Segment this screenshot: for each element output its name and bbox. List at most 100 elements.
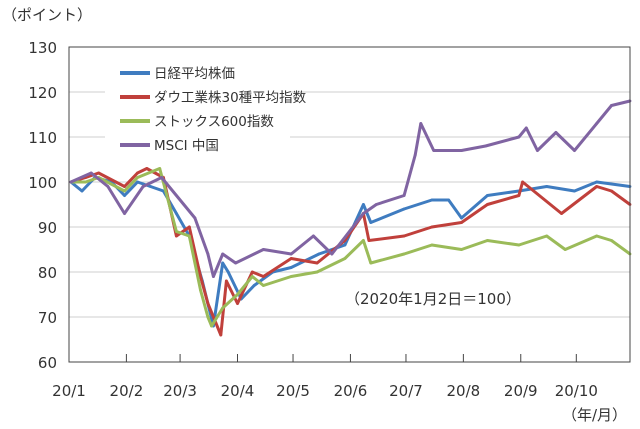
data-point <box>123 185 126 188</box>
x-tick-label: 20/9 <box>504 382 538 400</box>
data-point <box>234 261 238 265</box>
data-point <box>174 212 178 215</box>
data-point <box>158 167 162 170</box>
data-point <box>517 135 521 139</box>
data-point <box>289 252 293 256</box>
data-point <box>460 221 463 224</box>
data-point <box>206 315 210 319</box>
data-point <box>374 203 378 206</box>
data-point <box>595 234 599 238</box>
annotation: （2020年1月2日＝100） <box>345 290 521 308</box>
data-point <box>210 324 213 328</box>
data-point <box>289 257 293 260</box>
y-tick-label: 60 <box>38 354 57 372</box>
series-line-3 <box>70 99 631 278</box>
data-point <box>545 234 549 238</box>
y-tick-label: 110 <box>28 129 57 147</box>
data-point <box>123 194 126 197</box>
data-point <box>141 185 145 188</box>
legend-label: MSCI 中国 <box>154 138 219 154</box>
x-tick-label: 20/3 <box>163 382 197 400</box>
data-point <box>89 171 93 175</box>
data-point <box>419 122 423 125</box>
x-tick-label: 20/10 <box>555 382 598 400</box>
data-point <box>193 216 197 220</box>
data-point <box>250 275 254 278</box>
data-point <box>610 104 613 107</box>
legend-label: ダウ工業株30種平均指数 <box>154 90 307 106</box>
data-point <box>149 185 152 188</box>
data-point <box>315 270 319 274</box>
data-point <box>262 275 265 278</box>
data-point <box>524 126 528 130</box>
data-point <box>160 176 163 179</box>
data-point <box>484 144 487 148</box>
data-point <box>84 180 88 184</box>
x-tick-label: 20/6 <box>334 382 368 400</box>
data-point <box>447 198 450 202</box>
x-tick-label: 20/1 <box>52 382 86 400</box>
data-point <box>199 288 202 292</box>
data-point <box>236 302 239 305</box>
data-point <box>563 248 567 251</box>
data-point <box>317 252 321 256</box>
data-point <box>545 185 549 188</box>
data-point <box>430 225 434 229</box>
y-tick-label: 90 <box>38 219 57 237</box>
data-point <box>486 194 489 197</box>
data-point <box>236 293 239 296</box>
data-point <box>361 203 365 206</box>
data-point <box>432 149 436 152</box>
y-axis-label: （ポイント） <box>2 6 92 24</box>
data-point <box>460 216 463 220</box>
data-point <box>136 176 139 179</box>
y-tick-label: 100 <box>28 174 57 192</box>
data-point <box>221 306 225 310</box>
data-point <box>595 122 599 125</box>
data-point <box>289 275 293 278</box>
data-point <box>145 167 149 170</box>
legend-background <box>105 60 290 158</box>
data-point <box>610 239 613 242</box>
data-point <box>226 270 230 274</box>
y-tick-label: 120 <box>28 84 57 102</box>
data-point <box>106 185 110 188</box>
data-point <box>402 207 406 211</box>
data-point <box>460 248 463 251</box>
legend-label: 日経平均株価 <box>154 66 235 82</box>
x-tick-label: 20/7 <box>389 382 423 400</box>
data-point <box>250 270 254 274</box>
data-point <box>315 261 319 265</box>
data-point <box>221 252 225 256</box>
data-point <box>199 275 202 278</box>
data-point <box>402 234 406 238</box>
data-point <box>289 266 293 269</box>
legend-label: ストックス600指数 <box>154 114 274 130</box>
data-point <box>521 180 525 184</box>
y-tick-label: 80 <box>38 264 57 282</box>
data-point <box>517 194 521 197</box>
data-point <box>554 131 558 134</box>
plot-frame <box>68 46 631 363</box>
data-point <box>262 248 265 251</box>
data-point <box>610 189 613 193</box>
y-tick-labels: 60 70 80 90 100 110 120 130 <box>28 39 57 372</box>
data-point <box>123 212 126 215</box>
data-point <box>123 189 126 193</box>
data-point <box>560 212 563 215</box>
data-point <box>413 153 417 157</box>
data-point <box>252 284 256 287</box>
data-point <box>80 189 84 193</box>
data-point <box>369 221 373 224</box>
y-tick-label: 130 <box>28 39 57 57</box>
data-point <box>206 252 210 256</box>
data-point <box>573 149 576 152</box>
data-point <box>430 198 434 202</box>
data-point <box>361 212 365 215</box>
x-tick-label: 20/4 <box>221 382 255 400</box>
data-point <box>595 185 599 188</box>
data-point <box>136 171 139 175</box>
series-lines <box>69 99 632 337</box>
